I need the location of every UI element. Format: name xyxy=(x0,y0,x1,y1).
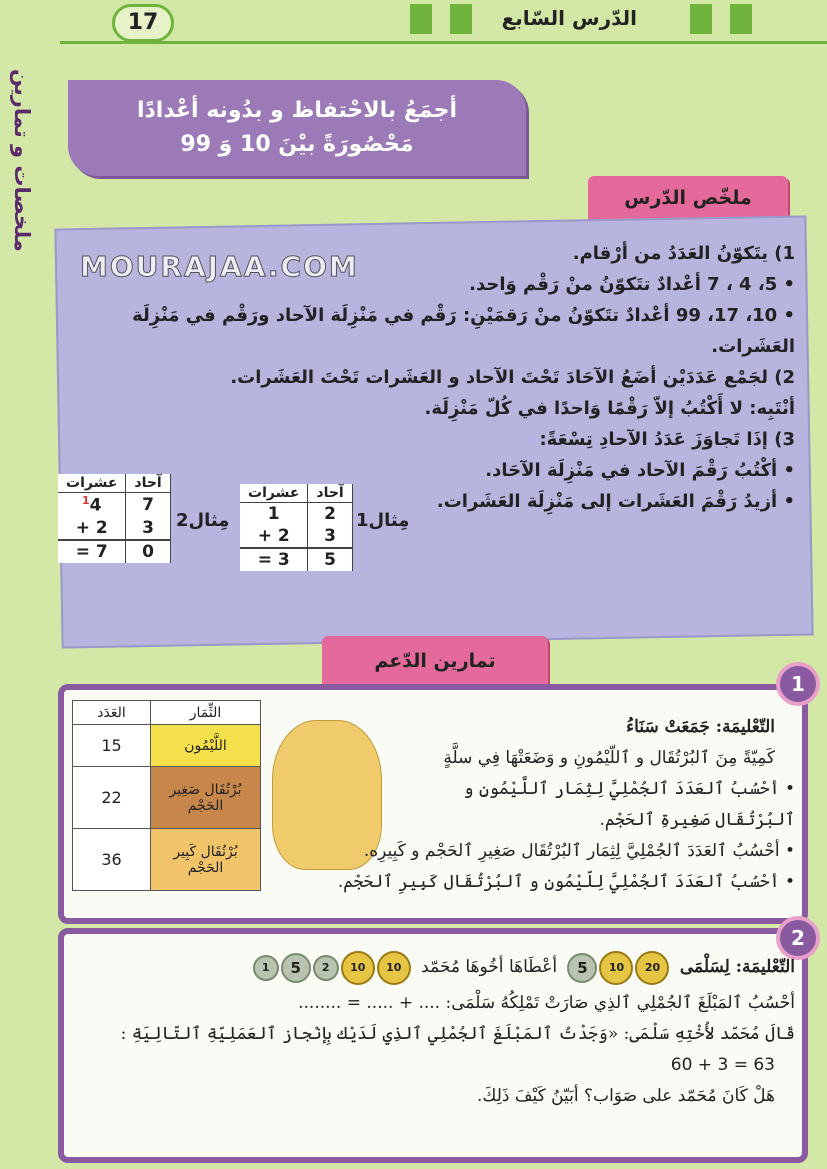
digit: 14 xyxy=(58,492,127,517)
coin-icon: 10 xyxy=(376,951,411,985)
header-fruit: الثِّمَار xyxy=(150,700,261,725)
digit: 3 xyxy=(307,525,353,548)
digit: 2 xyxy=(307,502,353,525)
digit-value: 7 xyxy=(95,541,108,562)
page-number: 17 xyxy=(112,4,174,42)
ones-header: آحاد xyxy=(307,484,353,503)
plus: + xyxy=(75,517,90,538)
coin-icon: 5 xyxy=(280,953,311,983)
digit: 0 xyxy=(125,538,171,563)
equals: = xyxy=(257,550,272,570)
exercise1-number: 1 xyxy=(776,662,820,706)
fruit-basket-image xyxy=(272,720,382,870)
digit: 1 xyxy=(240,502,309,525)
watermark: MOURAJAA.COM xyxy=(80,250,359,284)
lesson-title: الدّرس السّابع xyxy=(501,6,637,30)
coin-icon: 2 xyxy=(312,955,339,981)
instruction: التّعْليمَة: جَمَعَتْ سَنَاءُ xyxy=(626,717,775,737)
coin-icon: 20 xyxy=(635,951,670,985)
count-cell: 22 xyxy=(72,766,151,829)
banner-line2: مَحْصُورَةً بيْنَ 10 وَ 99 xyxy=(180,132,414,157)
exercise2-number: 2 xyxy=(776,916,820,960)
plus: + xyxy=(257,526,272,546)
equals: = xyxy=(75,541,90,562)
digit: 5 xyxy=(307,547,353,571)
summary-text: 1) يتَكوّنُ العَدَدُ من أرْقام. • 5، 4 ،… xyxy=(60,238,795,517)
digit-value: 2 xyxy=(277,526,290,546)
summary-line: • أكْتُبُ رَقْمَ الآحاد في مَنْزِلَة الآ… xyxy=(485,460,795,481)
digit: + 2 xyxy=(240,525,309,548)
equation: 63 = 3 + 60 xyxy=(670,1055,775,1075)
header-decoration xyxy=(410,4,432,34)
coin-icon: 5 xyxy=(567,953,598,983)
digit: + 2 xyxy=(58,516,127,540)
exercise-line: كَمِيّةً مِنَ ٱلبُرْتُقَال و ٱللّيْمُونِ… xyxy=(443,748,775,768)
digit: 3 xyxy=(125,516,171,540)
digit-value: 3 xyxy=(277,550,290,570)
fruit-cell: بُرْتُقَال صَغِير الحَجْم xyxy=(150,766,261,829)
exercise-line: • أحْسُبُ ٱلعَدَدَ ٱلجُمْلِيَّ لِثِمَار … xyxy=(463,779,795,830)
coin-icon: 10 xyxy=(599,951,634,985)
header-decoration xyxy=(450,4,472,34)
digit: 7 xyxy=(125,492,171,517)
coin-icon: 10 xyxy=(340,951,375,985)
exercise-line: • أحْسُبُ ٱلعَدَدَ ٱلجُمْلِيَّ لِلّيْمُو… xyxy=(337,872,795,892)
tens-header: عشرات xyxy=(58,474,127,493)
header-decoration xyxy=(730,4,752,34)
coin-icon: 1 xyxy=(252,955,279,981)
tens-header: عشرات xyxy=(240,484,309,503)
fruit-cell: اللَّيْمُون xyxy=(150,724,261,767)
exercise-line: أحْسُبُ ٱلمَبْلَغَ ٱلجُمْلِي ٱلذِي صَارَ… xyxy=(298,993,795,1013)
digit: = 3 xyxy=(240,547,309,571)
instruction: التّعْليمَة: لِسَلْمَى 5 10 20 أعْطَاهَا أ… xyxy=(70,946,795,988)
lesson-banner: أجمَعُ بالاحْتفاظ و بدُونه أعْدادًا مَحْ… xyxy=(68,80,526,176)
digit-value: 2 xyxy=(95,517,108,538)
banner-line1: أجمَعُ بالاحْتفاظ و بدُونه أعْدادًا xyxy=(136,98,458,123)
coins-group-middle: 5 10 20 xyxy=(566,947,670,989)
header-count: العَدَد xyxy=(72,700,151,725)
digit-value: 4 xyxy=(89,495,102,516)
summary-line: 1) يتَكوّنُ العَدَدُ من أرْقام. xyxy=(572,243,795,264)
example2-label: مِثال2 xyxy=(176,510,230,531)
support-tab: تمارين الدّعم xyxy=(322,636,548,686)
fruit-table: العَدَد الثِّمَار 15 اللَّيْمُون 22 بُرْتُق… xyxy=(72,700,261,891)
summary-line: • 10، 17، 99 أعْدادٌ تتَكوّنُ منْ رَقمَي… xyxy=(132,305,795,357)
summary-line: 3) إذَا تَجاوَزَ عَدَدُ الآحادِ تِسْعَةً… xyxy=(539,429,795,450)
coins-group-left: 1 5 2 10 10 xyxy=(252,947,412,989)
summary-line: أنْتَبِه: لا أَكْتُبُ إلاّ رَقْمًا وَاحد… xyxy=(424,398,796,419)
carry: 1 xyxy=(81,494,90,507)
exercise-line: هَلْ كَانَ مُحَمّد على صَوَاب؟ أبَيّنُ ك… xyxy=(477,1086,775,1106)
instruction-a: التّعْليمَة: لِسَلْمَى xyxy=(679,957,795,977)
summary-line: 2) لجَمْع عَدَدَيْن أضَعُ الآحَادَ تَحْت… xyxy=(230,367,795,388)
count-cell: 15 xyxy=(72,724,151,767)
example1-label: مِثال1 xyxy=(356,510,410,531)
exercise2-box xyxy=(58,928,808,1163)
exercise2-text: التّعْليمَة: لِسَلْمَى 5 10 20 أعْطَاهَا أ… xyxy=(70,946,795,1112)
summary-line: • أزيدُ رَقْمَ العَشَرات إلى مَنْزِلَة ا… xyxy=(436,491,795,512)
digit: = 7 xyxy=(58,538,127,563)
header-decoration xyxy=(690,4,712,34)
count-cell: 36 xyxy=(72,828,151,891)
exercise1-text: التّعْليمَة: جَمَعَتْ سَنَاءُ كَمِيّةً م… xyxy=(290,712,795,898)
exercise-line: قَالَ مُحَمّد لأُخْتِهِ سَلْمَى: «وَجَدْ… xyxy=(120,1024,795,1044)
instruction-b: أعْطَاهَا أخُوهَا مُحَمّد xyxy=(421,957,558,977)
summary-tab: ملخّص الدّرس xyxy=(588,176,788,220)
fruit-cell: بُرْتُقَال كَبِير الحَجْم xyxy=(150,828,261,891)
summary-line: • 5، 4 ، 7 أعْدادٌ تتَكوّنُ منْ رَقْم وَ… xyxy=(469,274,795,295)
side-tab: ملخصات و تمارين xyxy=(10,68,34,252)
header-bar xyxy=(60,0,827,44)
ones-header: آحاد xyxy=(125,474,171,493)
exercise-line: • أحْسُبُ ٱلعَدَدَ ٱلجُمْلِيَّ لِثِمَار … xyxy=(363,841,795,861)
